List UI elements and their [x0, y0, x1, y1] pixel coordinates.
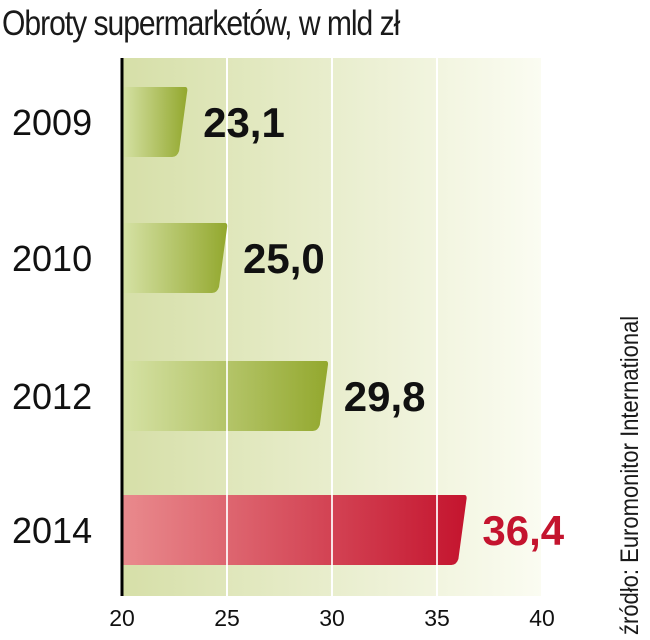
category-label-2014: 2014	[12, 510, 92, 551]
x-tick-label-35: 35	[424, 605, 450, 631]
value-label-2009: 23,1	[203, 99, 285, 146]
x-tick-label-40: 40	[529, 605, 555, 631]
category-label-2010: 2010	[12, 238, 92, 279]
x-tick-labels: 20 25 30 35 40	[109, 605, 555, 631]
bar-2009	[122, 87, 188, 157]
category-labels: 2009 2010 2012 2014	[12, 102, 92, 551]
x-tick-label-25: 25	[214, 605, 240, 631]
chart-title: Obroty supermarketów, w mld zł	[2, 4, 400, 43]
value-label-2014: 36,4	[482, 507, 564, 554]
value-labels: 23,1 25,0 29,8 36,4	[203, 99, 565, 554]
bar-2014	[122, 495, 467, 565]
category-label-2009: 2009	[12, 102, 92, 143]
category-label-2012: 2012	[12, 376, 92, 417]
value-label-2012: 29,8	[344, 373, 426, 420]
bars	[122, 87, 467, 565]
x-tick-label-30: 30	[319, 605, 345, 631]
source-note: źródło: Euromonitor International	[616, 315, 644, 635]
value-label-2010: 25,0	[243, 235, 325, 282]
bar-2012	[122, 361, 329, 431]
x-tick-label-20: 20	[109, 605, 135, 631]
bar-2010	[122, 223, 228, 293]
